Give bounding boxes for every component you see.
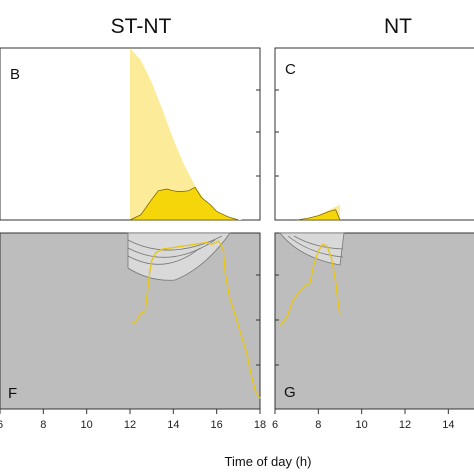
panel-f-right-ticks bbox=[256, 274, 260, 366]
panel-c-plot bbox=[296, 204, 341, 221]
x-tick-label: 14 bbox=[442, 419, 454, 431]
x-tick-label: 12 bbox=[399, 419, 411, 431]
panel-letter-c: C bbox=[285, 61, 296, 78]
panel-letter-b: B bbox=[10, 66, 20, 83]
x-axis-title: Time of day (h) bbox=[225, 454, 312, 469]
panel-g-left-ticks bbox=[275, 274, 279, 366]
x-axis: 6 6 8 8 10 10 12 12 14 14 16 18 bbox=[0, 409, 454, 431]
panel-b-area-0 bbox=[130, 48, 243, 220]
panel-g-frame bbox=[274, 232, 474, 410]
x-tick-label: 6 bbox=[0, 419, 3, 431]
x-tick-label: 12 bbox=[124, 419, 136, 431]
panel-g-shade-arcs bbox=[279, 232, 345, 266]
panel-b-plot bbox=[129, 48, 243, 221]
column-title-st-nt: ST-NT bbox=[111, 15, 172, 38]
panel-letter-g: G bbox=[284, 384, 296, 401]
x-tick-label: 16 bbox=[211, 419, 223, 431]
panel-g-plot bbox=[278, 243, 341, 327]
panel-letter-f: F bbox=[8, 385, 17, 402]
panel-f-shade-arcs bbox=[127, 232, 231, 281]
panel-b-right-ticks bbox=[256, 89, 260, 177]
panel-c-area-1 bbox=[296, 209, 341, 221]
x-tick-label: 6 bbox=[272, 419, 278, 431]
x-tick-label: 10 bbox=[81, 419, 93, 431]
panel-f-trace-0 bbox=[131, 240, 261, 399]
x-tick-label: 14 bbox=[167, 419, 179, 431]
panel-c-left-ticks bbox=[275, 89, 279, 177]
panel-c-frame bbox=[274, 47, 474, 221]
x-tick-label: 10 bbox=[356, 419, 368, 431]
panel-f-plot bbox=[131, 240, 261, 399]
panel-b-area-1 bbox=[129, 186, 239, 221]
column-title-nt: NT bbox=[384, 15, 412, 38]
x-tick-label: 18 bbox=[254, 419, 266, 431]
x-tick-label: 8 bbox=[40, 419, 46, 431]
panel-g-trace-0 bbox=[278, 243, 341, 327]
x-tick-label: 8 bbox=[315, 419, 321, 431]
